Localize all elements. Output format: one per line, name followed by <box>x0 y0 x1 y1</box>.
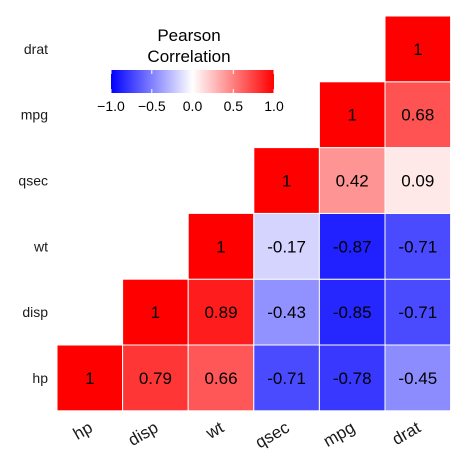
cell-label-hp-disp: 0.79 <box>139 369 172 388</box>
x-tick-drat: drat <box>389 418 424 449</box>
cell-label-mpg-drat: 0.68 <box>401 106 434 125</box>
cell-mpg-mpg <box>318 81 386 149</box>
cell-label-hp-qsec: -0.71 <box>267 369 306 388</box>
cell-wt-mpg <box>318 212 386 280</box>
legend-tick-label-3: 0.5 <box>224 98 244 114</box>
cell-hp-wt <box>187 344 255 412</box>
cell-label-qsec-drat: 0.09 <box>401 172 434 191</box>
cell-label-hp-mpg: -0.78 <box>333 369 372 388</box>
y-tick-hp: hp <box>32 370 48 386</box>
cell-label-disp-mpg: -0.85 <box>333 303 372 322</box>
cell-label-disp-qsec: -0.43 <box>267 303 306 322</box>
cell-disp-disp <box>122 278 189 346</box>
legend-tick-label-4: 1.0 <box>264 98 284 114</box>
cell-disp-drat <box>384 278 452 346</box>
y-tick-drat: drat <box>24 41 48 57</box>
x-tick-wt: wt <box>202 418 227 444</box>
cell-qsec-mpg <box>318 147 386 214</box>
y-tick-wt: wt <box>33 238 48 254</box>
x-tick-hp: hp <box>70 418 96 444</box>
x-tick-disp: disp <box>125 418 162 450</box>
y-tick-disp: disp <box>22 304 48 320</box>
cell-disp-mpg <box>318 278 386 346</box>
legend-title-line-2: Correlation <box>147 47 230 66</box>
legend-colorbar <box>111 70 274 93</box>
cell-label-wt-drat: -0.71 <box>398 237 437 256</box>
cell-label-disp-drat: -0.71 <box>398 303 437 322</box>
cell-drat-drat <box>384 15 452 83</box>
cell-disp-qsec <box>253 278 320 346</box>
y-tick-qsec: qsec <box>18 173 48 189</box>
cell-label-hp-wt: 0.66 <box>204 369 237 388</box>
x-tick-qsec: qsec <box>252 418 293 453</box>
cell-label-qsec-qsec: 1 <box>282 172 291 191</box>
heatmap-cells: 1 0.79 0.66 -0.71 -0.78 -0.45 1 0.89 -0.43 -0.85 -… <box>56 15 452 412</box>
cell-qsec-qsec <box>253 147 320 214</box>
color-legend: Pearson Correlation −1.0 −0.5 0.0 0.5 1.0 <box>97 26 284 114</box>
cell-label-hp-drat: -0.45 <box>398 369 437 388</box>
cell-disp-wt <box>187 278 255 346</box>
y-tick-mpg: mpg <box>21 107 48 123</box>
legend-tick-label-1: −0.5 <box>138 98 166 114</box>
cell-label-wt-mpg: -0.87 <box>333 237 372 256</box>
legend-ticks: −1.0 −0.5 0.0 0.5 1.0 <box>97 70 284 114</box>
x-axis-tick-labels: hp disp wt qsec mpg drat <box>70 418 424 453</box>
cell-label-drat-drat: 1 <box>413 40 422 59</box>
cell-hp-mpg <box>318 344 386 412</box>
cell-wt-wt <box>187 212 255 280</box>
cell-label-qsec-mpg: 0.42 <box>336 172 369 191</box>
cell-wt-drat <box>384 212 452 280</box>
x-tick-mpg: mpg <box>320 418 358 451</box>
legend-tick-label-0: −1.0 <box>97 98 125 114</box>
cell-label-disp-disp: 1 <box>151 303 160 322</box>
cell-label-hp-hp: 1 <box>85 369 94 388</box>
cell-label-disp-wt: 0.89 <box>204 303 237 322</box>
cell-hp-disp <box>122 344 189 412</box>
cell-label-wt-qsec: -0.17 <box>267 237 306 256</box>
legend-tick-label-2: 0.0 <box>183 98 203 114</box>
cell-hp-hp <box>56 344 124 412</box>
cell-mpg-drat <box>384 81 452 149</box>
cell-label-wt-wt: 1 <box>216 237 225 256</box>
y-axis-tick-labels: hp disp wt qsec mpg drat <box>18 41 48 386</box>
cell-hp-drat <box>384 344 452 412</box>
cell-wt-qsec <box>253 212 320 280</box>
cell-label-mpg-mpg: 1 <box>347 106 356 125</box>
legend-title-line-1: Pearson <box>157 26 220 45</box>
